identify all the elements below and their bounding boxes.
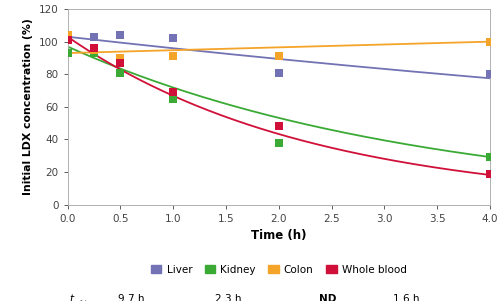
Point — [116, 56, 124, 61]
Point — [90, 46, 98, 51]
Point — [169, 54, 177, 59]
Legend: Liver, Kidney, Colon, Whole blood: Liver, Kidney, Colon, Whole blood — [151, 265, 406, 275]
Y-axis label: Initial LDX concentration (%): Initial LDX concentration (%) — [23, 18, 33, 195]
Point — [64, 38, 72, 42]
Point — [275, 70, 283, 75]
Text: ½: ½ — [80, 300, 88, 301]
Point — [116, 61, 124, 65]
Text: ND: ND — [319, 293, 336, 301]
Point — [275, 124, 283, 129]
Text: 9.7 h: 9.7 h — [118, 293, 144, 301]
Point — [169, 90, 177, 95]
Point — [64, 33, 72, 38]
Point — [64, 38, 72, 42]
X-axis label: Time (h): Time (h) — [251, 229, 306, 242]
Point — [116, 33, 124, 38]
Point — [64, 51, 72, 55]
Point — [169, 96, 177, 101]
Point — [169, 36, 177, 41]
Text: t: t — [70, 293, 73, 301]
Point — [90, 47, 98, 52]
Point — [486, 39, 494, 44]
Text: 2.3 h: 2.3 h — [216, 293, 242, 301]
Point — [116, 70, 124, 75]
Point — [275, 54, 283, 59]
Point — [486, 171, 494, 176]
Point — [90, 34, 98, 39]
Point — [275, 140, 283, 145]
Point — [486, 155, 494, 160]
Point — [486, 72, 494, 77]
Text: 1.6 h: 1.6 h — [393, 293, 419, 301]
Point — [90, 51, 98, 55]
